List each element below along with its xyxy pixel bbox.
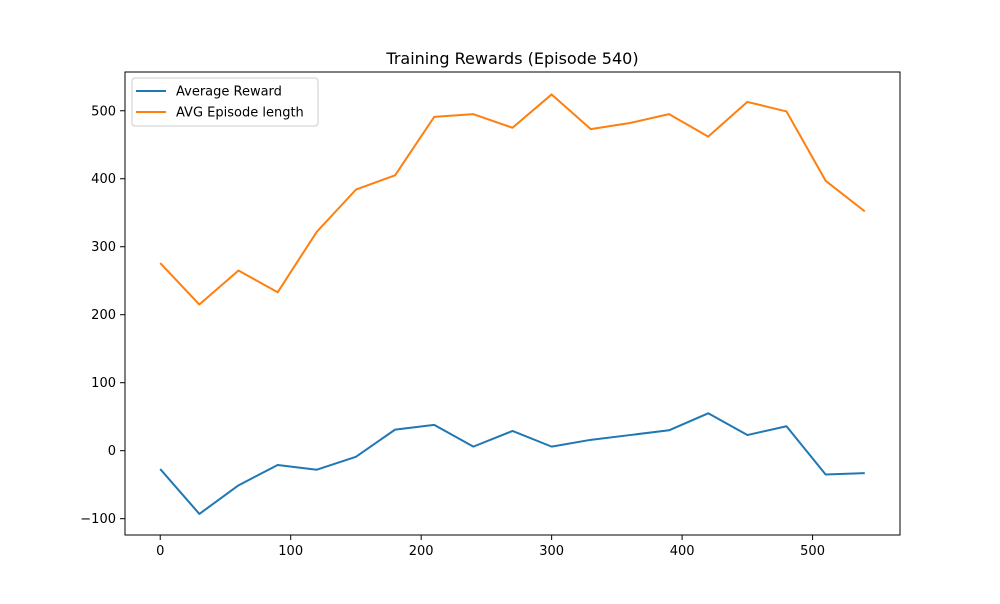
- x-tick-label: 0: [156, 544, 164, 559]
- series-layer: [159, 93, 866, 515]
- legend-label-1: Average Reward: [176, 85, 282, 100]
- y-tick-label: 300: [91, 240, 116, 255]
- x-tick-label: 500: [800, 544, 825, 559]
- y-tick-label: 100: [91, 376, 116, 391]
- series-line-2: [159, 93, 866, 306]
- y-axis: −100 0 100 200 300 400 500: [80, 104, 125, 527]
- y-tick-label: 500: [91, 104, 116, 119]
- y-tick-label: −100: [80, 512, 116, 527]
- plot-frame: [124, 71, 901, 536]
- x-tick-label: 100: [278, 544, 303, 559]
- x-tick-label: 200: [409, 544, 434, 559]
- series-line-1: [159, 412, 865, 515]
- y-tick-label: 200: [91, 308, 116, 323]
- legend-label-2: AVG Episode length: [176, 106, 304, 121]
- legend-box: [131, 77, 319, 127]
- x-tick-label: 300: [539, 544, 564, 559]
- x-axis: 0 100 200 300 400 500: [156, 535, 825, 559]
- x-tick-label: 400: [670, 544, 695, 559]
- y-tick-label: 400: [91, 172, 116, 187]
- legend: Average Reward AVG Episode length: [131, 77, 319, 127]
- chart-title: Training Rewards (Episode 540): [385, 49, 638, 68]
- y-tick-label: 0: [108, 444, 116, 459]
